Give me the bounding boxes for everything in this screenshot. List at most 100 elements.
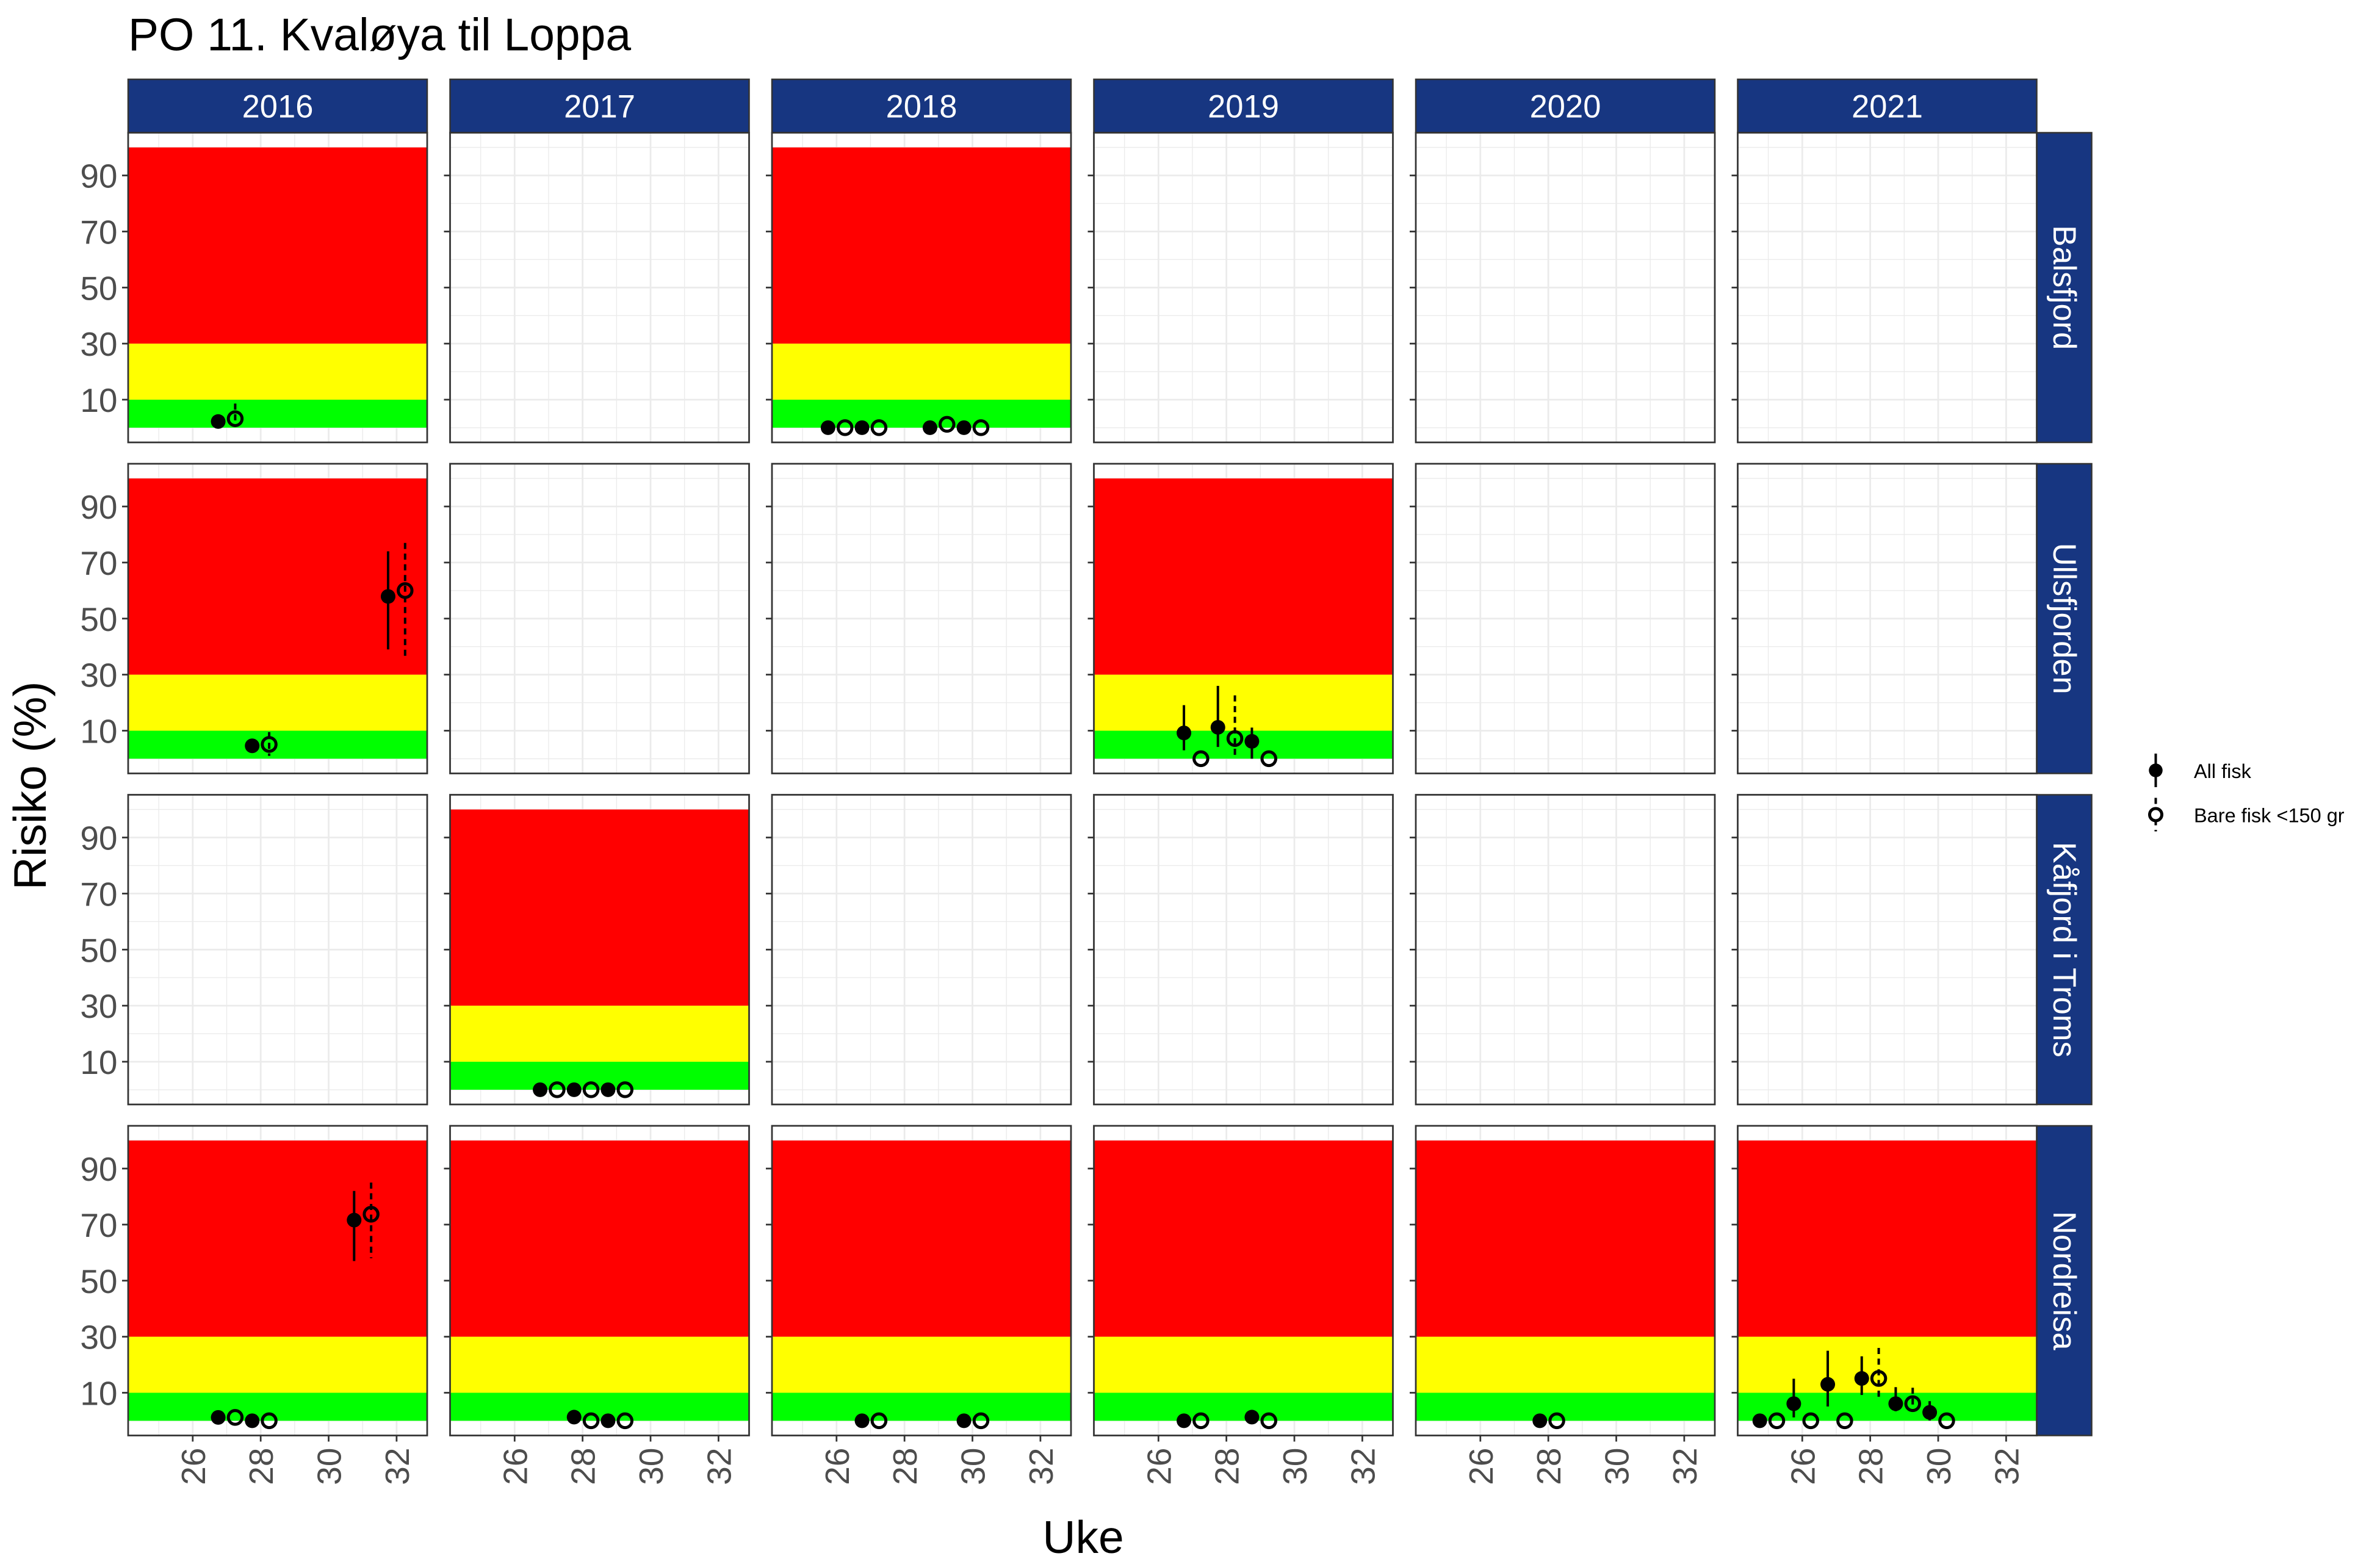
- point-bare-fisk: [549, 1081, 566, 1098]
- panel-2018-nordreisa: 26 28 30 32: [766, 1125, 1072, 1485]
- strip-year-2021: [1737, 78, 2038, 134]
- point-bare-fisk: [939, 416, 956, 433]
- facet-grid: 2016 2017 2018 2019 2020 2021 Balsfjord Ullsfjo…: [80, 78, 2093, 1485]
- panel-2016-kåfjord-i-troms: 10 30 50 70 90: [80, 794, 428, 1106]
- x-tick-label: 32: [378, 1448, 416, 1485]
- point-all-fisk: [1244, 1410, 1260, 1425]
- y-tick-label: 10: [80, 381, 117, 419]
- panel-2018-ullsfjorden: [766, 463, 1072, 774]
- point-all-fisk: [347, 1212, 362, 1228]
- strip-year-label: 2016: [242, 89, 314, 125]
- panel-2019-ullsfjorden: [1087, 463, 1394, 774]
- panel-2019-balsfjord: [1087, 132, 1394, 444]
- point-all-fisk: [380, 589, 395, 604]
- point-bare-fisk: [362, 1206, 380, 1223]
- x-tick-label: 28: [886, 1448, 924, 1485]
- risk-band: [128, 399, 427, 428]
- y-tick-label: 70: [80, 544, 117, 582]
- chart-title: PO 11. Kvaløya til Loppa: [128, 9, 631, 60]
- point-all-fisk: [922, 420, 937, 435]
- y-tick-label: 30: [80, 1319, 117, 1356]
- strip-region: [2036, 132, 2093, 444]
- point-all-fisk: [1820, 1377, 1836, 1392]
- point-all-fisk: [211, 414, 226, 429]
- panel-2017-balsfjord: [444, 132, 750, 444]
- point-bare-fisk: [1260, 750, 1278, 768]
- x-tick-label: 32: [1666, 1448, 1704, 1485]
- risk-band: [128, 478, 427, 675]
- point-bare-fisk: [582, 1412, 600, 1430]
- point-bare-fisk: [1904, 1395, 1922, 1413]
- strip-year-label: 2018: [886, 89, 957, 125]
- legend-label: Bare fisk <150 gr: [2194, 805, 2345, 827]
- risk-band: [450, 809, 749, 1006]
- risk-band: [1416, 1392, 1715, 1421]
- y-tick-label: 70: [80, 213, 117, 251]
- risk-band: [128, 147, 427, 344]
- point-all-fisk: [566, 1082, 582, 1097]
- point-all-fisk: [1210, 719, 1225, 735]
- x-tick-label: 28: [564, 1448, 602, 1485]
- point-all-fisk: [600, 1082, 616, 1097]
- point-all-fisk: [956, 1413, 972, 1428]
- risk-band: [1094, 1140, 1393, 1337]
- risk-band: [772, 1140, 1071, 1337]
- panel-2020-balsfjord: [1410, 132, 1716, 444]
- point-all-fisk: [1244, 733, 1260, 749]
- y-axis-label: Risiko (%): [4, 682, 56, 890]
- x-tick-label: 26: [1462, 1448, 1500, 1485]
- strip-region-label: Balsfjord: [2046, 225, 2082, 350]
- x-tick-label: 26: [496, 1448, 534, 1485]
- point-all-fisk: [854, 420, 870, 435]
- point-all-fisk: [1177, 1413, 1192, 1428]
- point-all-fisk: [566, 1410, 582, 1425]
- point-all-fisk: [533, 1082, 548, 1097]
- x-tick-label: 28: [1852, 1448, 1890, 1485]
- y-tick-label: 90: [80, 157, 117, 195]
- y-tick-label: 90: [80, 819, 117, 857]
- risk-band: [128, 1336, 427, 1393]
- point-bare-fisk: [1802, 1412, 1819, 1430]
- point-bare-fisk: [1870, 1370, 1888, 1387]
- x-tick-label: 32: [1344, 1448, 1382, 1485]
- point-bare-fisk: [226, 1409, 244, 1426]
- risk-band: [1094, 730, 1393, 759]
- legend: All fisk Bare fisk <150 gr: [2148, 754, 2345, 832]
- panel-2019-nordreisa: 26 28 30 32: [1087, 1125, 1394, 1485]
- x-tick-label: 26: [1140, 1448, 1178, 1485]
- risk-band: [128, 1140, 427, 1337]
- risk-band: [450, 1392, 749, 1421]
- y-tick-label: 90: [80, 1150, 117, 1188]
- point-all-fisk: [1177, 726, 1192, 741]
- point-bare-fisk: [1836, 1412, 1853, 1430]
- point-bare-fisk: [1260, 1412, 1278, 1430]
- panel-2020-ullsfjorden: [1410, 463, 1716, 774]
- point-bare-fisk: [836, 419, 854, 436]
- point-bare-fisk: [261, 1412, 278, 1430]
- risk-band: [450, 1140, 749, 1337]
- y-tick-label: 70: [80, 1206, 117, 1244]
- legend-marker-all-fisk: [2149, 763, 2163, 777]
- y-tick-label: 10: [80, 712, 117, 750]
- y-tick-label: 30: [80, 325, 117, 363]
- panel-2019-kåfjord-i-troms: [1087, 794, 1394, 1106]
- point-all-fisk: [1922, 1405, 1938, 1420]
- risk-band: [128, 674, 427, 731]
- y-tick-label: 70: [80, 875, 117, 913]
- risk-band: [1416, 1336, 1715, 1393]
- x-tick-label: 30: [954, 1448, 992, 1485]
- x-tick-label: 32: [1022, 1448, 1060, 1485]
- point-bare-fisk: [972, 419, 990, 436]
- panel-2018-balsfjord: [766, 132, 1072, 444]
- x-tick-label: 30: [1920, 1448, 1958, 1485]
- point-all-fisk: [600, 1413, 616, 1428]
- risk-band: [1737, 1336, 2037, 1393]
- risk-band: [450, 1006, 749, 1062]
- point-all-fisk: [1752, 1413, 1767, 1428]
- risk-band: [128, 730, 427, 759]
- point-all-fisk: [1854, 1371, 1869, 1386]
- point-all-fisk: [211, 1410, 226, 1425]
- panel-2017-nordreisa: 26 28 30 32: [444, 1125, 750, 1485]
- legend-marker-bare-fisk: [2148, 807, 2163, 823]
- x-tick-label: 30: [311, 1448, 348, 1485]
